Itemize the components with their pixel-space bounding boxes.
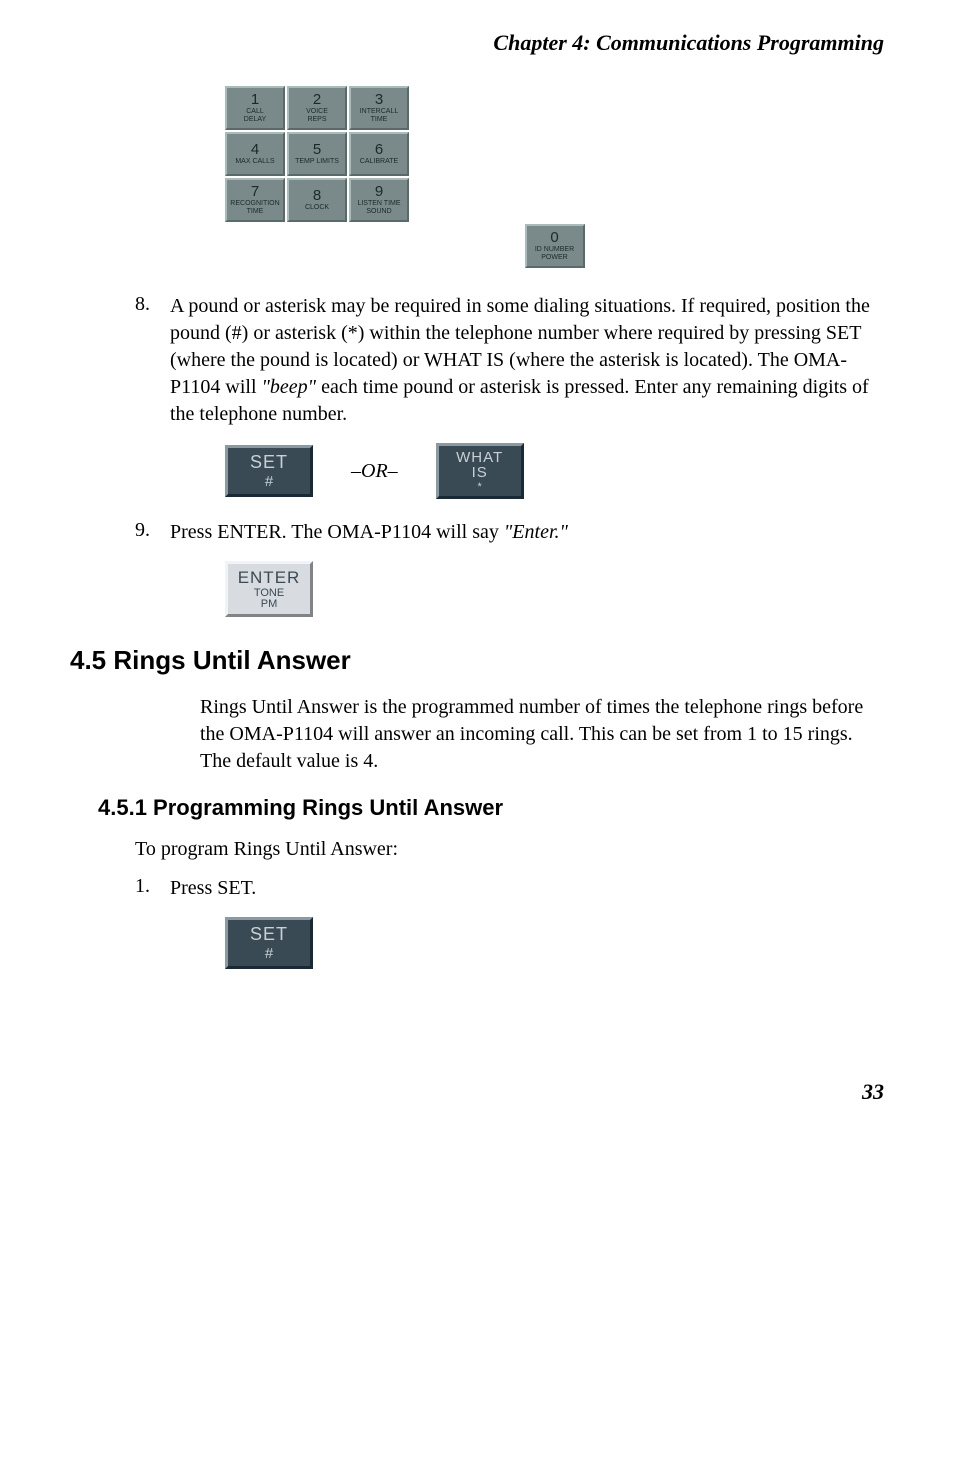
enter-button: ENTER TONE PM	[225, 561, 313, 617]
key-5: 5TEMP LIMITS	[287, 132, 347, 176]
step-number: 9.	[70, 519, 135, 546]
whatis-button: WHAT IS *	[436, 443, 524, 499]
set-button-2: SET #	[225, 917, 313, 969]
section-4-5-body: Rings Until Answer is the programmed num…	[200, 694, 884, 775]
key-6: 6CALIBRATE	[349, 132, 409, 176]
step-number: 1.	[70, 875, 135, 902]
step-8: 8. A pound or asterisk may be required i…	[70, 293, 884, 428]
keypad: 1CALLDELAY 2VOICEREPS 3INTERCALLTIME 4MA…	[225, 86, 884, 268]
step-1: 1. Press SET.	[70, 875, 884, 902]
key-2: 2VOICEREPS	[287, 86, 347, 130]
set-button: SET #	[225, 445, 313, 497]
section-4-5-heading: 4.5 Rings Until Answer	[70, 645, 884, 676]
step-1-text: Press SET.	[170, 875, 884, 902]
page-number: 33	[70, 1079, 884, 1105]
step-9-text: Press ENTER. The OMA-P1104 will say "Ent…	[170, 519, 884, 546]
key-8: 8CLOCK	[287, 178, 347, 222]
enter-button-row: ENTER TONE PM	[225, 561, 884, 617]
chapter-header: Chapter 4: Communications Programming	[70, 30, 884, 56]
key-0: 0ID NUMBERPOWER	[525, 224, 585, 268]
step-9: 9. Press ENTER. The OMA-P1104 will say "…	[70, 519, 884, 546]
set-or-whatis-row: SET # –OR– WHAT IS *	[225, 443, 884, 499]
key-3: 3INTERCALLTIME	[349, 86, 409, 130]
key-7: 7RECOGNITIONTIME	[225, 178, 285, 222]
step-8-text: A pound or asterisk may be required in s…	[170, 293, 884, 428]
set-button-row-2: SET #	[225, 917, 884, 969]
key-4: 4MAX CALLS	[225, 132, 285, 176]
section-4-5-1-intro: To program Rings Until Answer:	[135, 836, 884, 863]
or-text: –OR–	[351, 460, 398, 483]
key-9: 9LISTEN TIMESOUND	[349, 178, 409, 222]
section-4-5-1-heading: 4.5.1 Programming Rings Until Answer	[98, 795, 884, 821]
step-number: 8.	[70, 293, 135, 428]
key-1: 1CALLDELAY	[225, 86, 285, 130]
